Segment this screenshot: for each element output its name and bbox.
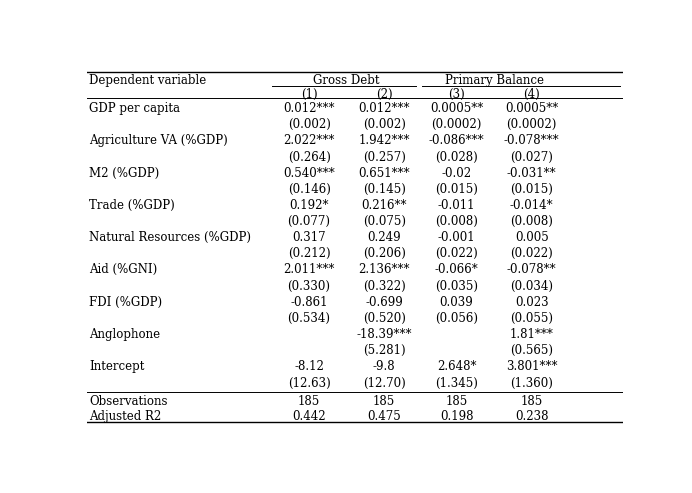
Text: (0.146): (0.146) xyxy=(288,183,331,196)
Text: M2 (%GDP): M2 (%GDP) xyxy=(89,167,159,179)
Text: 1.942***: 1.942*** xyxy=(358,134,410,147)
Text: (12.70): (12.70) xyxy=(363,377,406,389)
Text: (1): (1) xyxy=(301,88,318,101)
Text: (0.008): (0.008) xyxy=(510,215,553,228)
Text: 0.249: 0.249 xyxy=(367,231,401,244)
Text: 0.238: 0.238 xyxy=(515,410,548,423)
Text: 185: 185 xyxy=(520,395,543,408)
Text: (0.206): (0.206) xyxy=(363,247,406,260)
Text: 185: 185 xyxy=(298,395,320,408)
Text: 0.0005**: 0.0005** xyxy=(430,102,483,115)
Text: -0.066*: -0.066* xyxy=(435,263,478,277)
Text: (0.520): (0.520) xyxy=(363,312,406,325)
Text: 0.651***: 0.651*** xyxy=(358,167,410,179)
Text: Gross Debt: Gross Debt xyxy=(313,74,380,87)
Text: (0.002): (0.002) xyxy=(363,118,406,131)
Text: (0.015): (0.015) xyxy=(435,183,478,196)
Text: (0.257): (0.257) xyxy=(363,151,406,164)
Text: Natural Resources (%GDP): Natural Resources (%GDP) xyxy=(89,231,251,244)
Text: 0.192*: 0.192* xyxy=(289,199,329,212)
Text: Primary Balance: Primary Balance xyxy=(444,74,544,87)
Text: -0.001: -0.001 xyxy=(438,231,475,244)
Text: (1.345): (1.345) xyxy=(435,377,478,389)
Text: 0.216**: 0.216** xyxy=(361,199,407,212)
Text: -0.078***: -0.078*** xyxy=(504,134,559,147)
Text: Aid (%GNI): Aid (%GNI) xyxy=(89,263,158,277)
Text: (0.212): (0.212) xyxy=(288,247,330,260)
Text: -8.12: -8.12 xyxy=(294,360,324,373)
Text: 2.136***: 2.136*** xyxy=(358,263,410,277)
Text: 0.039: 0.039 xyxy=(439,296,473,309)
Text: 185: 185 xyxy=(373,395,395,408)
Text: (0.015): (0.015) xyxy=(510,183,553,196)
Text: (0.034): (0.034) xyxy=(510,280,553,293)
Text: -0.02: -0.02 xyxy=(441,167,472,179)
Text: Observations: Observations xyxy=(89,395,167,408)
Text: (12.63): (12.63) xyxy=(288,377,331,389)
Text: (0.0002): (0.0002) xyxy=(431,118,482,131)
Text: (2): (2) xyxy=(376,88,392,101)
Text: (0.565): (0.565) xyxy=(510,344,553,357)
Text: 0.012***: 0.012*** xyxy=(283,102,335,115)
Text: (0.264): (0.264) xyxy=(288,151,331,164)
Text: (0.008): (0.008) xyxy=(435,215,478,228)
Text: GDP per capita: GDP per capita xyxy=(89,102,180,115)
Text: 2.022***: 2.022*** xyxy=(284,134,335,147)
Text: (0.027): (0.027) xyxy=(510,151,553,164)
Text: (0.056): (0.056) xyxy=(435,312,478,325)
Text: (0.322): (0.322) xyxy=(363,280,406,293)
Text: -0.031**: -0.031** xyxy=(507,167,556,179)
Text: 0.317: 0.317 xyxy=(292,231,326,244)
Text: 0.005: 0.005 xyxy=(515,231,549,244)
Text: -18.39***: -18.39*** xyxy=(356,328,412,341)
Text: Anglophone: Anglophone xyxy=(89,328,161,341)
Text: (0.0002): (0.0002) xyxy=(507,118,557,131)
Text: Intercept: Intercept xyxy=(89,360,145,373)
Text: (5.281): (5.281) xyxy=(363,344,406,357)
Text: (0.145): (0.145) xyxy=(363,183,406,196)
Text: (0.534): (0.534) xyxy=(288,312,331,325)
Text: (3): (3) xyxy=(448,88,465,101)
Text: (0.330): (0.330) xyxy=(288,280,331,293)
Text: (0.077): (0.077) xyxy=(288,215,331,228)
Text: -0.861: -0.861 xyxy=(291,296,328,309)
Text: Agriculture VA (%GDP): Agriculture VA (%GDP) xyxy=(89,134,228,147)
Text: (0.035): (0.035) xyxy=(435,280,478,293)
Text: 3.801***: 3.801*** xyxy=(506,360,557,373)
Text: (0.055): (0.055) xyxy=(510,312,553,325)
Text: Trade (%GDP): Trade (%GDP) xyxy=(89,199,175,212)
Text: (4): (4) xyxy=(523,88,540,101)
Text: -9.8: -9.8 xyxy=(373,360,395,373)
Text: 0.0005**: 0.0005** xyxy=(505,102,558,115)
Text: 1.81***: 1.81*** xyxy=(510,328,554,341)
Text: (1.360): (1.360) xyxy=(510,377,553,389)
Text: (0.075): (0.075) xyxy=(363,215,406,228)
Text: FDI (%GDP): FDI (%GDP) xyxy=(89,296,163,309)
Text: 0.012***: 0.012*** xyxy=(358,102,410,115)
Text: Dependent variable: Dependent variable xyxy=(89,74,206,87)
Text: (0.022): (0.022) xyxy=(510,247,553,260)
Text: Adjusted R2: Adjusted R2 xyxy=(89,410,161,423)
Text: -0.014*: -0.014* xyxy=(510,199,554,212)
Text: 0.540***: 0.540*** xyxy=(283,167,335,179)
Text: -0.699: -0.699 xyxy=(365,296,403,309)
Text: (0.022): (0.022) xyxy=(435,247,478,260)
Text: (0.002): (0.002) xyxy=(288,118,331,131)
Text: 185: 185 xyxy=(446,395,468,408)
Text: 0.475: 0.475 xyxy=(367,410,401,423)
Text: 0.023: 0.023 xyxy=(515,296,549,309)
Text: -0.086***: -0.086*** xyxy=(429,134,484,147)
Text: 0.442: 0.442 xyxy=(292,410,326,423)
Text: 2.011***: 2.011*** xyxy=(284,263,335,277)
Text: -0.011: -0.011 xyxy=(438,199,475,212)
Text: 0.198: 0.198 xyxy=(440,410,473,423)
Text: -0.078**: -0.078** xyxy=(507,263,556,277)
Text: (0.028): (0.028) xyxy=(435,151,478,164)
Text: 2.648*: 2.648* xyxy=(437,360,476,373)
